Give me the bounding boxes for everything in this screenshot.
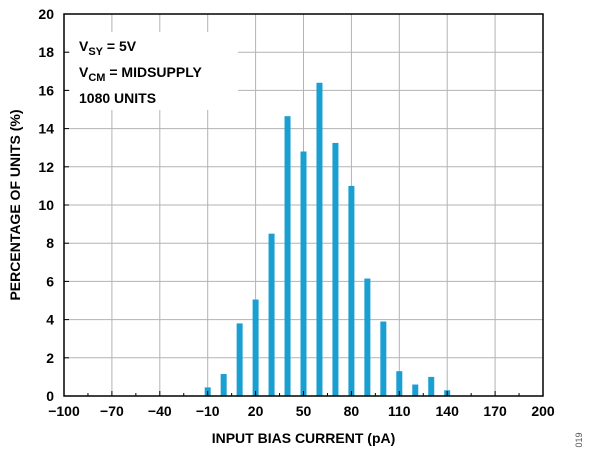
annotation-box — [70, 32, 238, 110]
histogram-bar — [220, 374, 227, 396]
x-tick-label: −40 — [148, 403, 172, 419]
histogram-bar — [316, 82, 323, 396]
annotation-line: VSY = 5V — [79, 38, 137, 58]
x-tick-label: −100 — [48, 403, 80, 419]
histogram-bar — [396, 371, 403, 396]
histogram-bar — [364, 278, 371, 396]
y-tick-label: 18 — [38, 44, 54, 60]
histogram-bar — [412, 384, 419, 396]
histogram-bar — [252, 299, 259, 396]
y-tick-label: 14 — [38, 121, 54, 137]
x-tick-label: −70 — [100, 403, 124, 419]
y-tick-label: 8 — [46, 235, 54, 251]
axis-ticks — [63, 13, 544, 397]
x-tick-label: 20 — [248, 403, 264, 419]
x-axis-title: INPUT BIAS CURRENT (pA) — [212, 430, 396, 446]
y-tick-label: 2 — [46, 350, 54, 366]
y-axis-title: PERCENTAGE OF UNITS (%) — [7, 109, 23, 300]
histogram-bar — [348, 185, 355, 396]
annotation-line: VCM = MIDSUPPLY — [79, 64, 202, 84]
histogram-bar — [300, 151, 307, 396]
x-tick-label: 170 — [483, 403, 507, 419]
histogram-bars — [204, 82, 451, 396]
annotation-line: 1080 UNITS — [79, 90, 156, 106]
histogram-bar — [236, 323, 243, 396]
figure-id: 019 — [574, 432, 584, 447]
histogram-bar — [284, 116, 291, 396]
x-tick-label: −10 — [196, 403, 220, 419]
y-tick-label: 6 — [46, 273, 54, 289]
y-tick-label: 16 — [38, 82, 54, 98]
x-tick-label: 140 — [436, 403, 460, 419]
histogram-bar — [332, 142, 339, 396]
y-tick-label: 0 — [46, 388, 54, 404]
y-tick-label: 4 — [46, 312, 54, 328]
y-tick-label: 10 — [38, 197, 54, 213]
y-tick-labels: 0 2 4 6 8 10 12 14 16 18 20 — [38, 6, 54, 404]
histogram-bar — [268, 233, 275, 396]
x-tick-label: 50 — [296, 403, 312, 419]
y-tick-label: 12 — [38, 159, 54, 175]
x-tick-label: 200 — [531, 403, 555, 419]
annotation-text: VSY = 5V VCM = MIDSUPPLY 1080 UNITS — [79, 38, 202, 106]
histogram-bar — [380, 321, 387, 396]
histogram-bar — [428, 376, 435, 396]
x-tick-label: 110 — [388, 403, 411, 419]
y-tick-label: 20 — [38, 6, 54, 22]
x-tick-label: 80 — [344, 403, 360, 419]
x-tick-labels: −100 −70 −40 −10 20 50 80 110 140 170 200 — [48, 403, 555, 419]
